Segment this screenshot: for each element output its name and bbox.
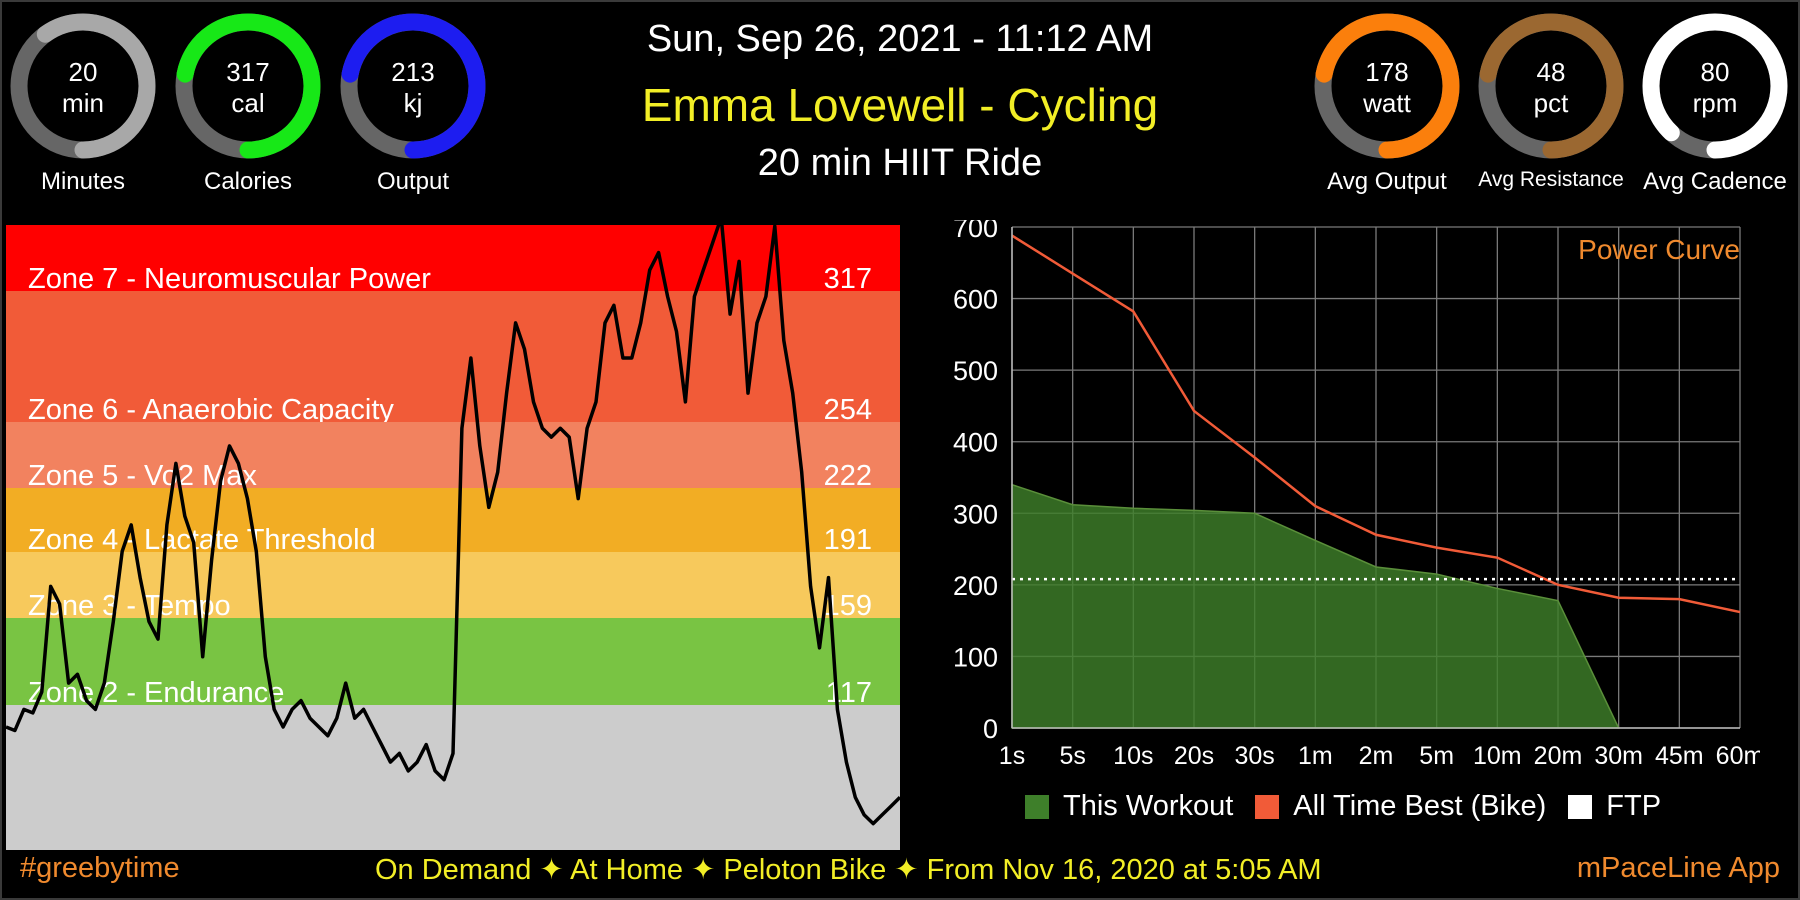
- y-tick-label: 0: [983, 714, 998, 744]
- legend-swatch-this-workout: [1025, 794, 1049, 819]
- y-tick-label: 500: [953, 356, 998, 386]
- legend-label-this-workout: This Workout: [1063, 790, 1234, 822]
- avg-resistance-unit: pct: [1534, 88, 1569, 118]
- legend-label-ftp: FTP: [1606, 790, 1662, 822]
- avg-output-gauge-ring: 178 watt: [1314, 13, 1460, 159]
- x-tick-label: 45m: [1655, 742, 1704, 770]
- x-tick-label: 30s: [1235, 742, 1275, 770]
- output-trace-line: [6, 225, 900, 826]
- x-tick-label: 1m: [1298, 742, 1333, 770]
- output-value: 213: [391, 57, 434, 87]
- hashtag: #greebytime: [20, 852, 180, 884]
- power-curve-legend: This Workout All Time Best (Bike) FTP: [1025, 790, 1683, 823]
- minutes-unit: min: [62, 88, 104, 118]
- x-tick-label: 1s: [999, 742, 1025, 770]
- avg-cadence-gauge: 80 rpm Avg Cadence: [1635, 10, 1795, 196]
- power-curve-chart: 0 100 200 300 400 500 600 700 1s 5s 10s 20s 30s 1m 2m 5…: [953, 220, 1760, 770]
- avg-cadence-value: 80: [1701, 57, 1730, 87]
- y-tick-label: 300: [953, 499, 998, 529]
- minutes-value: 20: [69, 57, 98, 87]
- y-tick-label: 100: [953, 642, 998, 672]
- avg-cadence-unit: rpm: [1693, 88, 1738, 118]
- legend-item-this-workout: This Workout: [1025, 790, 1233, 823]
- minutes-label: Minutes: [40, 168, 126, 195]
- zone-band: [6, 552, 900, 618]
- calories-value: 317: [226, 57, 269, 87]
- minutes-gauge-arc: [10, 13, 156, 159]
- y-tick-label: 400: [953, 428, 998, 458]
- zone-threshold: 117: [826, 677, 872, 709]
- y-tick-label: 700: [953, 220, 998, 243]
- avg-resistance-value: 48: [1537, 57, 1566, 87]
- avg-cadence-gauge-ring: 80 rpm: [1642, 13, 1788, 159]
- calories-gauge-ring: 317 cal: [175, 13, 321, 159]
- zone-threshold: 254: [824, 394, 872, 426]
- instructor-title: Emma Lovewell - Cycling: [641, 79, 1159, 131]
- avg-resistance-gauge-arc: [1478, 13, 1624, 159]
- y-tick-label: 200: [953, 571, 998, 601]
- zone-threshold: 191: [824, 524, 872, 556]
- avg-resistance-label: Avg Resistance: [1478, 168, 1624, 191]
- calories-gauge-arc: [175, 13, 321, 159]
- avg-cadence-gauge-arc: [1642, 13, 1788, 159]
- avg-output-label: Avg Output: [1327, 168, 1447, 195]
- legend-swatch-all-time-best: [1255, 794, 1280, 819]
- x-tick-label: 2m: [1359, 742, 1394, 770]
- output-unit: kj: [404, 88, 423, 118]
- x-tick-label: 5m: [1419, 742, 1454, 770]
- legend-label-all-time-best: All Time Best (Bike): [1293, 790, 1547, 822]
- avg-output-gauge: 178 watt Avg Output: [1307, 10, 1467, 196]
- zone-threshold: 317: [824, 263, 872, 295]
- legend-swatch-ftp: [1568, 794, 1593, 819]
- x-tick-label: 10s: [1113, 742, 1153, 770]
- x-tick-label: 5s: [1059, 742, 1085, 770]
- calories-label: Calories: [203, 168, 293, 195]
- avg-resistance-gauge: 48 pct Avg Resistance: [1471, 10, 1631, 192]
- zone-band: [6, 225, 900, 291]
- avg-cadence-label: Avg Cadence: [1643, 168, 1787, 195]
- output-gauge-ring: 213 kj: [340, 13, 486, 159]
- avg-output-gauge-arc: [1314, 13, 1460, 159]
- workout-details: On Demand ✦ At Home ✦ Peloton Bike ✦ Fro…: [375, 854, 1322, 886]
- avg-output-value: 178: [1365, 57, 1408, 87]
- zone-label: Zone 6 - Anaerobic Capacity: [28, 394, 394, 426]
- output-gauge-arc: [340, 13, 486, 159]
- x-tick-label: 10m: [1473, 742, 1522, 770]
- x-tick-label: 20s: [1174, 742, 1214, 770]
- chart-title: Power Curve: [1578, 234, 1740, 265]
- minutes-gauge-ring: 20 min: [10, 13, 156, 159]
- zone-threshold: 222: [824, 460, 872, 492]
- minutes-gauge: 20 min Minutes: [3, 10, 163, 196]
- all-time-best-line: [1011, 234, 1741, 614]
- y-tick-label: 600: [953, 285, 998, 315]
- zone-label: Zone 2 - Endurance: [28, 677, 284, 709]
- app-name: mPaceLine App: [1576, 852, 1780, 884]
- avg-resistance-gauge-ring: 48 pct: [1478, 13, 1624, 159]
- output-label: Output: [376, 168, 450, 195]
- avg-output-unit: watt: [1362, 88, 1411, 118]
- calories-unit: cal: [231, 88, 264, 118]
- x-tick-label: 60m: [1716, 742, 1760, 770]
- output-gauge: 213 kj Output: [333, 10, 493, 196]
- class-name: 20 min HIIT Ride: [757, 142, 1043, 184]
- workout-datetime: Sun, Sep 26, 2021 - 11:12 AM: [646, 18, 1154, 60]
- zone-band: [6, 422, 900, 488]
- power-zones-chart: Zone 7 - Neuromuscular Power 317 Zone 6 - …: [6, 225, 900, 850]
- zone-label: Zone 7 - Neuromuscular Power: [28, 263, 431, 295]
- legend-item-ftp: FTP: [1568, 790, 1661, 823]
- zone-band: [6, 488, 900, 552]
- x-tick-label: 30m: [1594, 742, 1643, 770]
- zone-label: Zone 4 - Lactate Threshold: [28, 524, 376, 556]
- x-tick-label: 20m: [1534, 742, 1583, 770]
- calories-gauge: 317 cal Calories: [168, 10, 328, 196]
- legend-item-all-time-best: All Time Best (Bike): [1255, 790, 1546, 823]
